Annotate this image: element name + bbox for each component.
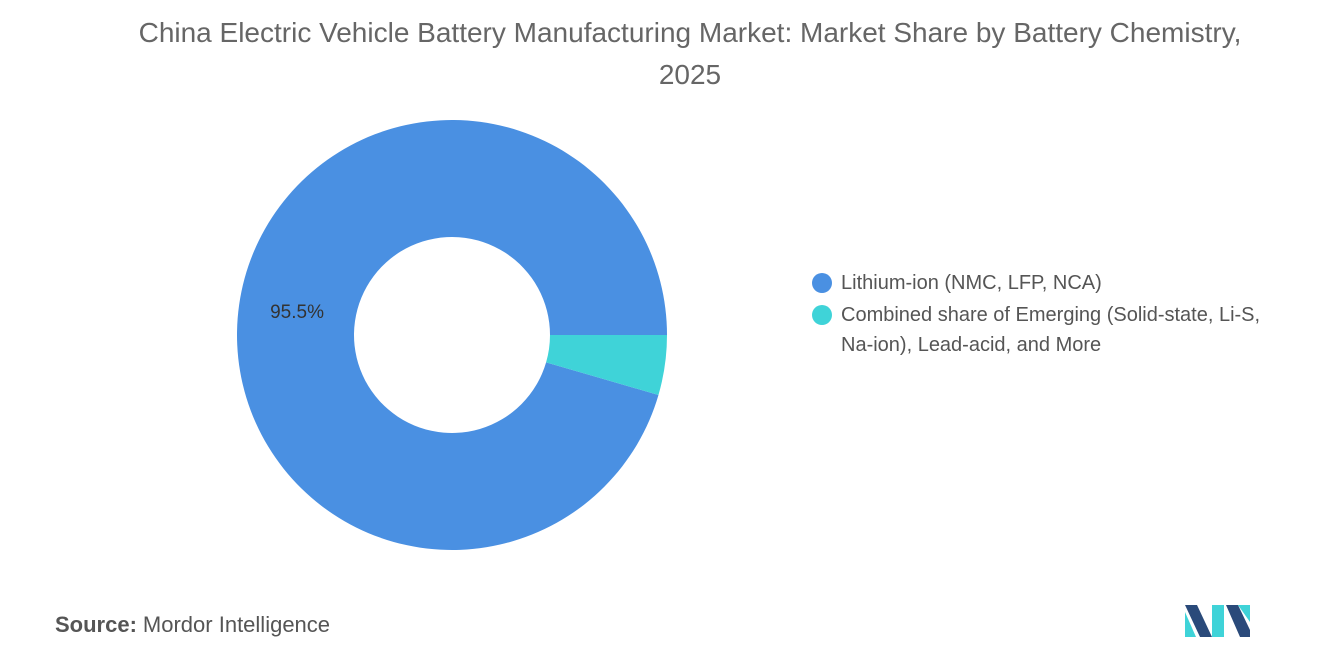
- legend: Lithium-ion (NMC, LFP, NCA) Combined shar…: [812, 268, 1282, 362]
- legend-label: Combined share of Emerging (Solid-state,…: [841, 304, 1261, 356]
- legend-swatch: [812, 305, 832, 325]
- legend-item: Combined share of Emerging (Solid-state,…: [812, 300, 1282, 360]
- donut-slice: [236, 119, 668, 550]
- donut-slice: [546, 335, 667, 395]
- chart-title: China Electric Vehicle Battery Manufactu…: [138, 17, 1242, 90]
- legend-label: Lithium-ion (NMC, LFP, NCA): [841, 272, 1102, 294]
- legend-swatch: [812, 273, 832, 293]
- source-text: Mordor Intelligence: [142, 612, 331, 637]
- logo: [1185, 605, 1250, 637]
- source: Source: Mordor Intelligence: [55, 612, 330, 638]
- data-label: 95.5%: [270, 302, 324, 323]
- legend-item: Lithium-ion (NMC, LFP, NCA): [812, 268, 1282, 298]
- source-label: Source:: [55, 612, 137, 637]
